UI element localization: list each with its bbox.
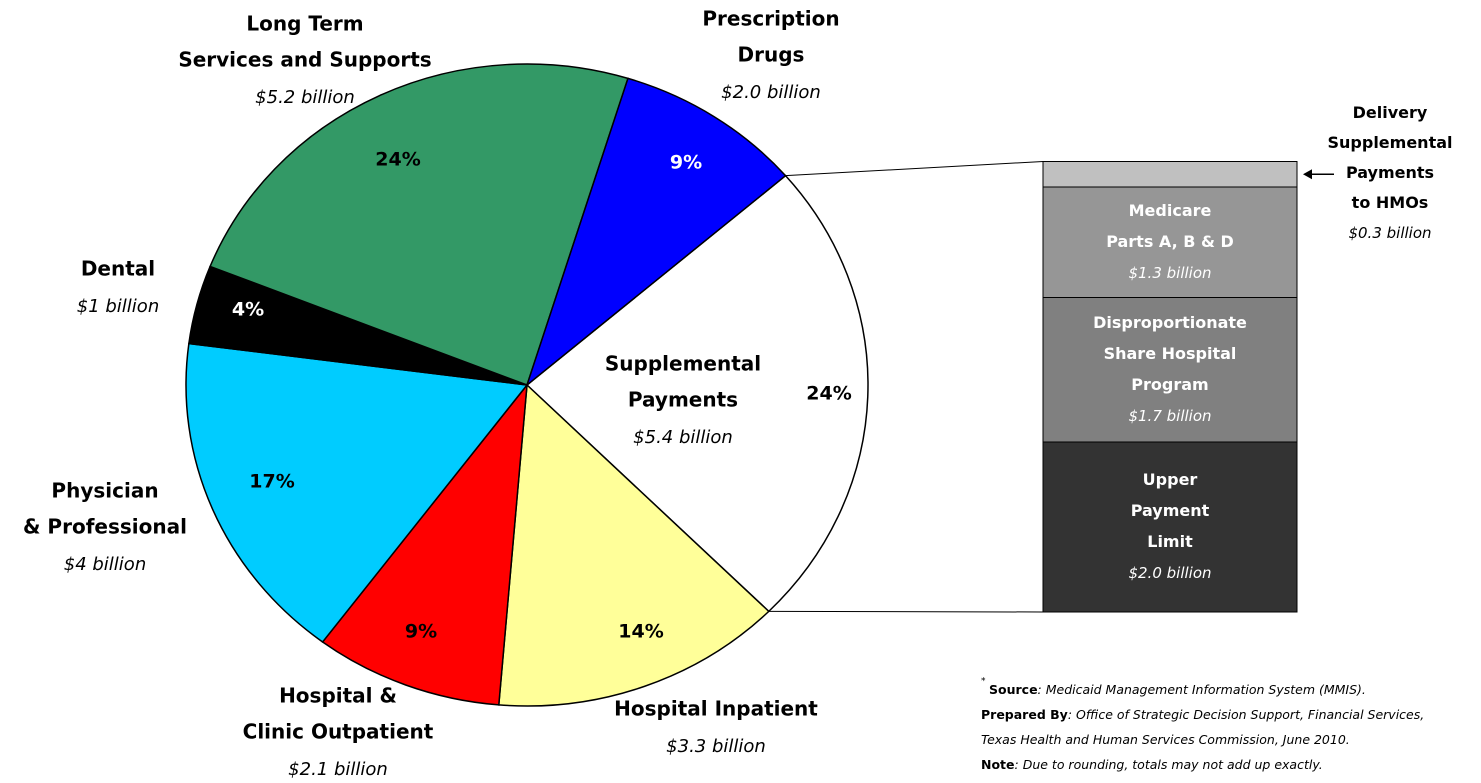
bar-amount: $0.3 billion: [1348, 224, 1431, 242]
slice-percent: 24%: [375, 149, 420, 171]
bar-label: Payments: [1346, 163, 1434, 182]
pie-slice: [497, 383, 770, 707]
slice-name: Prescription: [702, 7, 839, 31]
bar-label: Program: [1131, 375, 1208, 394]
bar-label: Upper: [1143, 470, 1198, 489]
bar-label: to HMOs: [1352, 193, 1429, 212]
slice-name: Long Term: [246, 12, 363, 36]
slice-percent: 17%: [249, 471, 294, 493]
slice-amount: $4 billion: [64, 554, 146, 575]
footnote-label: Note: [981, 757, 1015, 772]
bar-label: Delivery: [1353, 103, 1428, 122]
slice-name: Physician: [51, 479, 158, 503]
slice-amount: $3.3 billion: [666, 736, 766, 757]
footnote-line: Source: Medicaid Management Information …: [989, 682, 1366, 697]
footnote-line: Prepared By: Office of Strategic Decisio…: [981, 707, 1424, 722]
pie-slice: [185, 342, 529, 643]
bar-label: Medicare: [1129, 201, 1212, 220]
footnote-label: Source: [989, 682, 1038, 697]
slice-amount: $2.1 billion: [288, 759, 388, 779]
slice-amount: $1 billion: [77, 296, 159, 317]
slice-amount: $5.4 billion: [633, 427, 733, 448]
footnote-text: : Office of Strategic Decision Support, …: [1068, 707, 1424, 722]
slice-amount: $2.0 billion: [721, 82, 821, 103]
slice-name: Clinic Outpatient: [243, 720, 434, 744]
bar-amount: $1.7 billion: [1128, 407, 1211, 425]
slice-name: Supplemental: [605, 352, 761, 376]
bar-segment: [1042, 441, 1298, 613]
bar-amount: $2.0 billion: [1128, 564, 1211, 582]
bar-segment: [1042, 297, 1298, 443]
footnote-line: Note: Due to rounding, totals may not ad…: [981, 757, 1323, 772]
slice-percent: 14%: [618, 621, 663, 643]
slice-name: Drugs: [738, 43, 805, 67]
footnote-text: Texas Health and Human Services Commissi…: [981, 732, 1350, 747]
arrow-head: [1303, 169, 1312, 180]
bar-segment: [1042, 161, 1298, 188]
bar-segment: [1042, 186, 1298, 298]
slice-name: Dental: [81, 257, 155, 281]
slice-percent: 4%: [232, 299, 264, 321]
slice-percent: 24%: [806, 383, 851, 405]
connector: [768, 610, 1044, 613]
footnote-text: : Medicaid Management Information System…: [1038, 682, 1366, 697]
bar-amount: $1.3 billion: [1128, 264, 1211, 282]
pie-slice: [525, 174, 869, 613]
bar-label: Supplemental: [1328, 133, 1453, 152]
bar-label: Share Hospital: [1104, 344, 1237, 363]
slice-name: Hospital Inpatient: [614, 697, 818, 721]
bar-label: Payment: [1131, 501, 1210, 520]
slice-name: Hospital &: [279, 684, 397, 708]
footnote-marker: *: [981, 677, 986, 687]
slice-amount: $5.2 billion: [255, 87, 355, 108]
footnote-label: Prepared By: [981, 707, 1068, 722]
slice-name: & Professional: [23, 515, 187, 539]
bar-label: Limit: [1147, 532, 1193, 551]
pie-slice: [321, 382, 528, 706]
connector: [785, 161, 1044, 177]
slice-percent: 9%: [670, 152, 702, 174]
bar-label: Disproportionate: [1093, 313, 1247, 332]
pie-slice: [209, 63, 629, 386]
footnote-line: Texas Health and Human Services Commissi…: [981, 732, 1350, 747]
pie-slice: [525, 77, 787, 388]
footnote-text: : Due to rounding, totals may not add up…: [1015, 757, 1323, 772]
slice-name: Services and Supports: [178, 48, 431, 72]
bar-label: Parts A, B & D: [1106, 232, 1234, 251]
slice-percent: 9%: [405, 621, 437, 643]
slice-name: Payments: [628, 388, 738, 412]
